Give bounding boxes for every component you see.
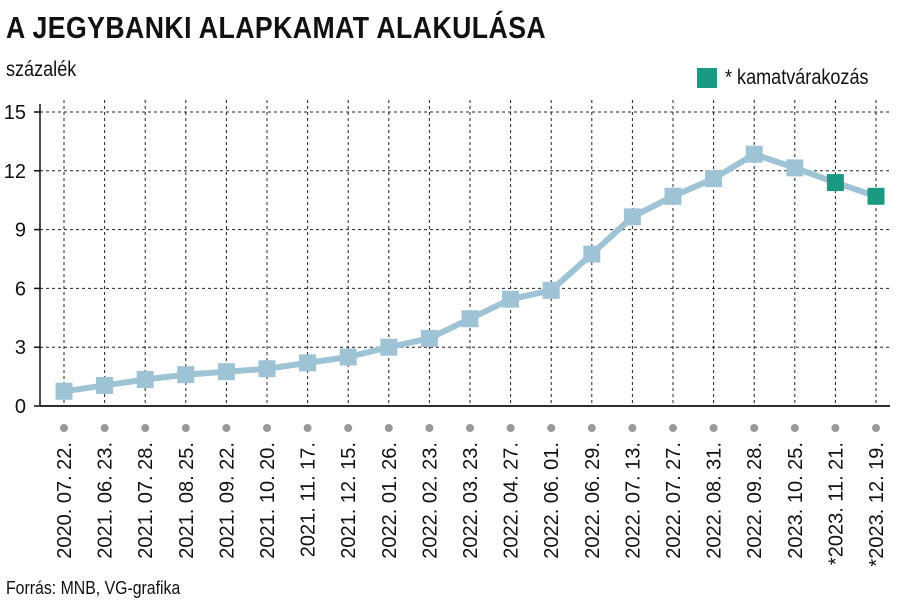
data-point — [583, 245, 601, 263]
x-tick-label: 2022. 03. 23. — [460, 442, 482, 559]
data-point — [664, 187, 682, 205]
x-tick-dot — [628, 424, 637, 432]
data-point — [177, 366, 195, 384]
unit-label: százalék — [6, 58, 77, 81]
data-point — [420, 329, 438, 347]
x-tick-dot — [60, 424, 68, 432]
x-tick-label: 2021. 11. 17. — [298, 442, 320, 557]
data-point — [786, 159, 804, 177]
y-tick-label: 9 — [15, 220, 26, 242]
x-tick-dot — [790, 424, 799, 432]
x-tick-dot — [831, 424, 840, 432]
x-tick-label: 2022. 02. 23. — [419, 442, 441, 559]
forecast-point — [826, 174, 844, 192]
data-point — [339, 348, 357, 366]
data-point — [461, 310, 479, 328]
data-point — [258, 360, 276, 378]
data-point — [55, 382, 73, 400]
y-tick-label: 15 — [4, 102, 26, 124]
x-tick-label: 2021. 10. 20. — [257, 442, 279, 559]
x-tick-dot — [425, 424, 434, 432]
x-tick-label: *2023. 11. 21. — [825, 442, 847, 565]
data-point — [745, 145, 763, 163]
x-tick-label: 2022. 07. 27. — [663, 442, 685, 559]
x-tick-dot — [100, 424, 109, 432]
x-tick-dot — [709, 424, 718, 432]
x-tick-dot — [303, 424, 312, 432]
x-tick-dot — [547, 424, 556, 432]
x-tick-dot — [141, 424, 150, 432]
x-tick-label: 2021. 12. 15. — [338, 442, 360, 559]
x-tick-label: 2022. 01. 26. — [379, 442, 401, 559]
y-tick-label: 6 — [15, 278, 26, 300]
legend: * kamatvárakozás — [697, 66, 892, 90]
x-tick-dot — [222, 424, 231, 432]
x-tick-dot — [587, 424, 596, 432]
legend-label: * kamatvárakozás — [725, 66, 869, 89]
x-tick-label: 2022. 07. 13. — [622, 442, 644, 559]
x-tick-label: 2020. 07. 22. — [54, 442, 76, 559]
x-tick-label: *2023. 12. 19. — [866, 442, 888, 567]
x-tick-label: 2021. 09. 22. — [216, 442, 238, 559]
data-point — [705, 170, 723, 188]
x-tick-dot — [872, 424, 880, 432]
x-tick-dot — [344, 424, 353, 432]
x-tick-dot — [506, 424, 515, 432]
data-point — [623, 208, 641, 226]
data-point — [217, 363, 235, 381]
x-tick-dot — [466, 424, 474, 432]
data-point — [96, 376, 114, 394]
source-note: Forrás: MNB, VG-grafika — [6, 578, 181, 598]
x-tick-dot — [669, 424, 677, 432]
x-tick-label: 2022. 06. 01. — [541, 442, 563, 559]
x-tick-label: 2021. 06. 23. — [95, 442, 117, 559]
x-tick-label: 2022. 09. 28. — [744, 442, 766, 559]
data-point — [380, 338, 398, 356]
x-tick-label: 2021. 07. 28. — [135, 442, 157, 559]
x-tick-label: 2022. 06. 29. — [582, 442, 604, 559]
data-point — [299, 354, 317, 372]
x-tick-label: 2022. 04. 27. — [501, 442, 523, 559]
y-tick-label: 0 — [15, 396, 26, 418]
data-point — [542, 281, 560, 299]
x-tick-label: 2021. 08. 25. — [176, 442, 198, 559]
chart-title: A JEGYBANKI ALAPKAMAT ALAKULÁSA — [6, 10, 547, 45]
x-tick-dot — [750, 424, 759, 432]
forecast-point — [867, 187, 885, 205]
x-tick-dot — [263, 424, 271, 432]
data-point — [136, 371, 154, 389]
x-tick-label: 2022. 08. 31. — [704, 442, 726, 559]
y-tick-label: 12 — [4, 161, 26, 183]
legend-swatch — [697, 68, 717, 88]
y-tick-label: 3 — [15, 337, 26, 359]
x-tick-label: 2023. 10. 25. — [785, 442, 807, 559]
data-point — [502, 290, 520, 308]
series-line — [61, 151, 879, 395]
x-tick-dot — [181, 424, 190, 432]
x-tick-dot — [384, 424, 393, 432]
